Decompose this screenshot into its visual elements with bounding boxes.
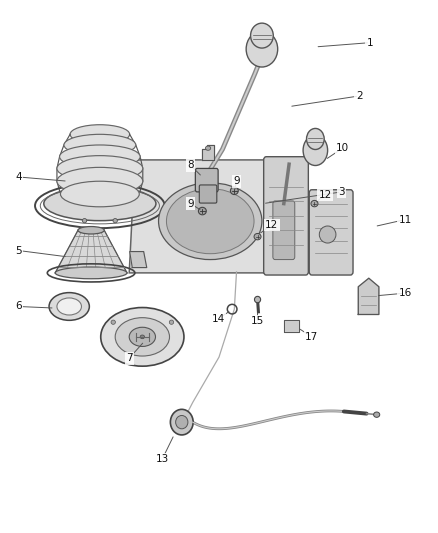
Ellipse shape	[140, 335, 145, 339]
Text: 6: 6	[15, 302, 22, 311]
Text: 13: 13	[155, 455, 169, 464]
Ellipse shape	[254, 296, 261, 303]
Polygon shape	[284, 320, 299, 332]
Ellipse shape	[303, 135, 328, 165]
Ellipse shape	[78, 227, 104, 234]
FancyBboxPatch shape	[273, 201, 295, 260]
FancyBboxPatch shape	[195, 168, 218, 192]
Text: 11: 11	[399, 215, 412, 224]
Ellipse shape	[70, 125, 130, 144]
Ellipse shape	[49, 293, 89, 320]
Ellipse shape	[60, 181, 139, 207]
Text: 17: 17	[305, 332, 318, 342]
Ellipse shape	[55, 267, 127, 279]
Text: 3: 3	[338, 187, 345, 197]
FancyBboxPatch shape	[309, 190, 353, 275]
Ellipse shape	[198, 207, 206, 215]
Text: 5: 5	[15, 246, 22, 255]
Ellipse shape	[169, 320, 173, 324]
Text: 12: 12	[265, 220, 278, 230]
Text: 4: 4	[15, 172, 22, 182]
Ellipse shape	[111, 320, 116, 324]
Text: 16: 16	[399, 288, 412, 298]
Polygon shape	[129, 160, 307, 273]
Ellipse shape	[230, 187, 238, 195]
Ellipse shape	[254, 233, 261, 240]
Text: 10: 10	[336, 143, 349, 153]
Text: 12: 12	[318, 190, 332, 199]
Ellipse shape	[205, 146, 211, 150]
Ellipse shape	[311, 200, 318, 207]
Ellipse shape	[374, 412, 380, 417]
Text: 7: 7	[126, 353, 133, 363]
Ellipse shape	[251, 23, 273, 48]
Ellipse shape	[129, 327, 155, 346]
Ellipse shape	[101, 308, 184, 366]
Ellipse shape	[166, 189, 254, 254]
Ellipse shape	[113, 219, 117, 223]
Ellipse shape	[307, 128, 324, 149]
Text: 9: 9	[187, 199, 194, 208]
Ellipse shape	[246, 31, 278, 67]
Polygon shape	[55, 230, 127, 273]
Ellipse shape	[64, 134, 136, 156]
Ellipse shape	[159, 183, 262, 260]
Text: 14: 14	[212, 314, 225, 324]
Text: 1: 1	[367, 38, 374, 47]
Text: 2: 2	[356, 91, 363, 101]
FancyBboxPatch shape	[199, 185, 217, 203]
Text: 9: 9	[233, 176, 240, 186]
Ellipse shape	[115, 318, 170, 356]
Polygon shape	[202, 145, 214, 160]
Ellipse shape	[57, 167, 143, 195]
Ellipse shape	[57, 156, 143, 181]
Ellipse shape	[57, 298, 81, 315]
Text: 15: 15	[251, 316, 264, 326]
Ellipse shape	[319, 226, 336, 243]
Ellipse shape	[82, 219, 87, 223]
Polygon shape	[130, 252, 147, 268]
Polygon shape	[358, 278, 379, 314]
FancyBboxPatch shape	[264, 157, 308, 275]
Ellipse shape	[170, 409, 193, 435]
Ellipse shape	[176, 416, 188, 429]
Ellipse shape	[44, 187, 156, 221]
Ellipse shape	[60, 145, 140, 168]
Text: 8: 8	[187, 160, 194, 170]
